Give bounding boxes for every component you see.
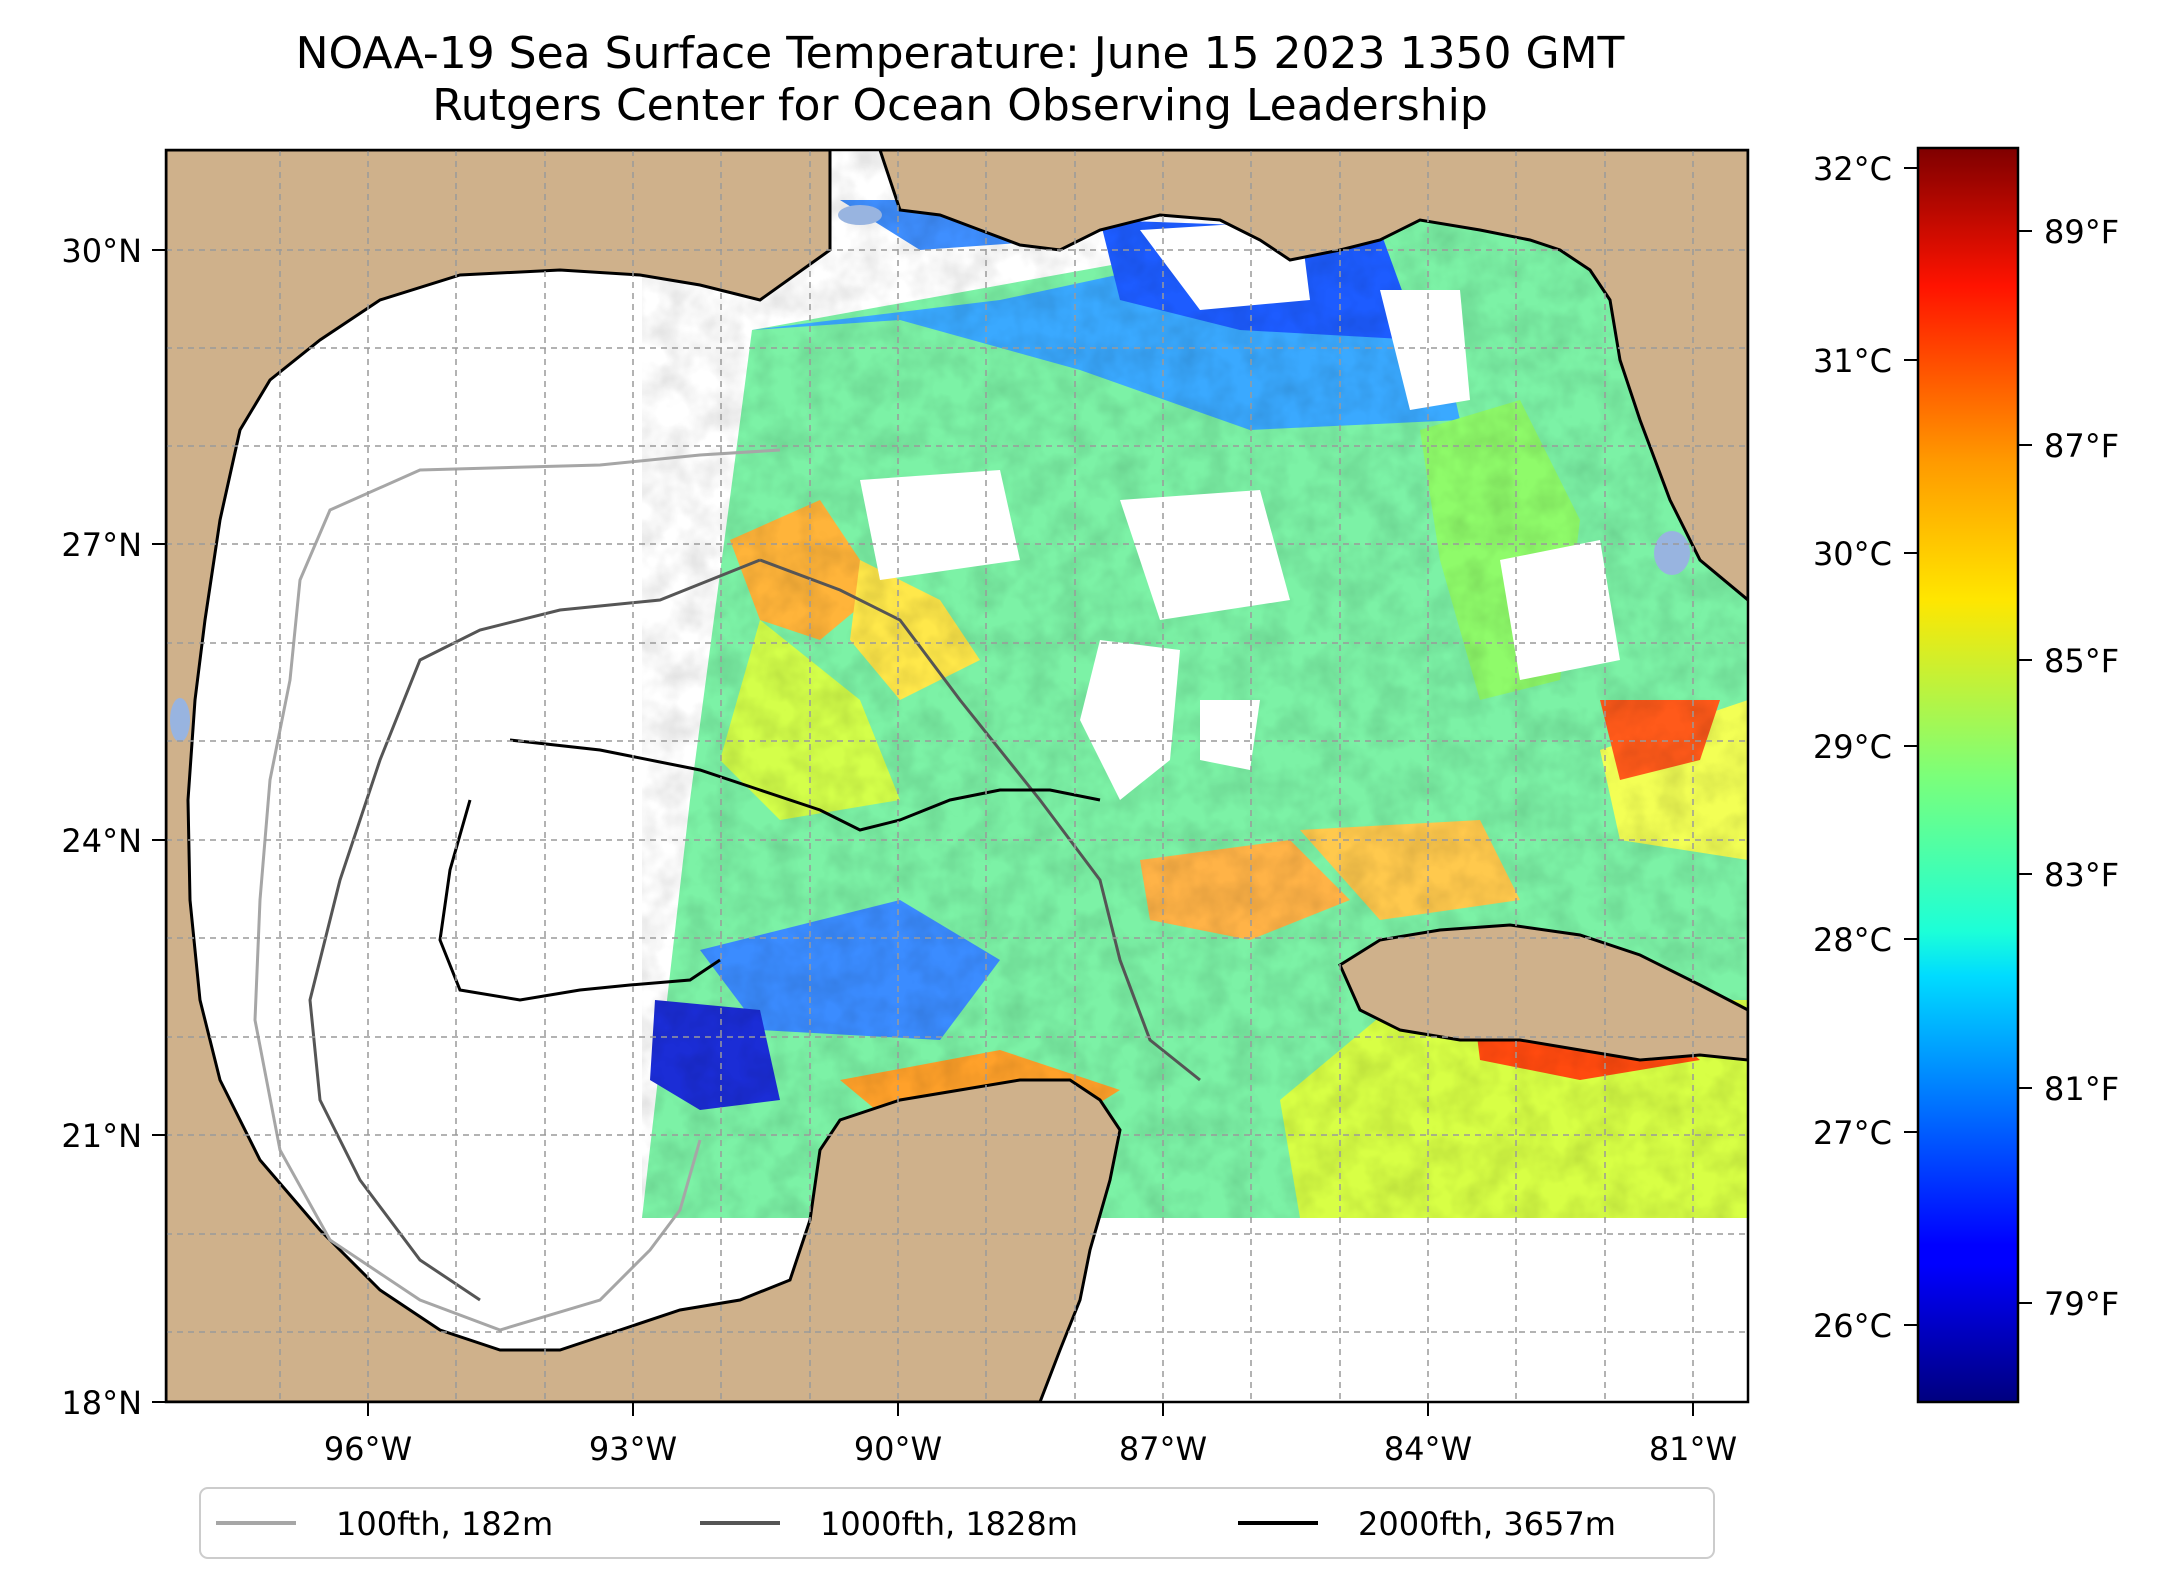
celsius-tick-label: 31°C	[1813, 342, 1892, 380]
lon-tick-label: 90°W	[854, 1430, 942, 1468]
fahrenheit-tick-label: 87°F	[2044, 427, 2119, 465]
bathymetry-contours	[253, 448, 1201, 1332]
map-panel	[166, 150, 1748, 1402]
legend-label-2000fth: 2000fth, 3657m	[1358, 1505, 1616, 1543]
land	[166, 150, 1748, 1402]
fahrenheit-tick-label: 83°F	[2044, 856, 2119, 894]
legend-box	[199, 1487, 1715, 1559]
map-border	[164, 148, 1750, 1404]
lon-tick-label: 84°W	[1384, 1430, 1472, 1468]
lon-tick-label: 87°W	[1119, 1430, 1207, 1468]
lat-tick-label: 24°N	[61, 822, 142, 860]
colorbar: 32°C 31°C 30°C 29°C 28°C 27°C 26°C 89°F …	[1813, 146, 2119, 1404]
legend-label-1000fth: 1000fth, 1828m	[820, 1505, 1078, 1543]
lon-tick-label: 93°W	[589, 1430, 677, 1468]
colorbar-celsius-axis: 32°C 31°C 30°C 29°C 28°C 27°C 26°C	[1813, 150, 1918, 1345]
fahrenheit-tick-label: 81°F	[2044, 1070, 2119, 1108]
celsius-tick-label: 29°C	[1813, 728, 1892, 766]
lat-tick-label: 30°N	[61, 232, 142, 270]
sst-swath	[642, 150, 1748, 1218]
legend-label-100fth: 100fth, 182m	[336, 1505, 553, 1543]
lakes	[170, 205, 1690, 742]
lat-tick-label: 18°N	[61, 1384, 142, 1422]
fahrenheit-tick-label: 79°F	[2044, 1285, 2119, 1323]
lon-tick-label: 81°W	[1649, 1430, 1737, 1468]
celsius-tick-label: 28°C	[1813, 921, 1892, 959]
celsius-tick-label: 32°C	[1813, 150, 1892, 188]
lat-tick-label: 27°N	[61, 526, 142, 564]
map-title: NOAA-19 Sea Surface Temperature: June 15…	[295, 28, 1625, 79]
latitude-axis: 30°N 27°N 24°N 21°N 18°N	[61, 232, 166, 1422]
celsius-tick-label: 26°C	[1813, 1307, 1892, 1345]
colorbar-fahrenheit-axis: 89°F 87°F 85°F 83°F 81°F 79°F	[2018, 213, 2119, 1323]
celsius-tick-label: 27°C	[1813, 1114, 1892, 1152]
contour-1000fth	[308, 558, 1201, 1302]
colorbar-gradient	[1916, 146, 2020, 1404]
fahrenheit-tick-label: 85°F	[2044, 642, 2119, 680]
lon-tick-label: 96°W	[324, 1430, 412, 1468]
contour-2000fth	[438, 738, 1101, 1002]
map-subtitle: Rutgers Center for Ocean Observing Leade…	[432, 80, 1488, 131]
legend: 100fth, 182m 1000fth, 1828m 2000fth, 365…	[199, 1487, 1715, 1559]
celsius-tick-label: 30°C	[1813, 535, 1892, 573]
contour-100fth	[253, 448, 781, 1332]
lat-tick-label: 21°N	[61, 1117, 142, 1155]
longitude-axis: 96°W 93°W 90°W 87°W 84°W 81°W	[324, 1402, 1737, 1468]
fahrenheit-tick-label: 89°F	[2044, 213, 2119, 251]
